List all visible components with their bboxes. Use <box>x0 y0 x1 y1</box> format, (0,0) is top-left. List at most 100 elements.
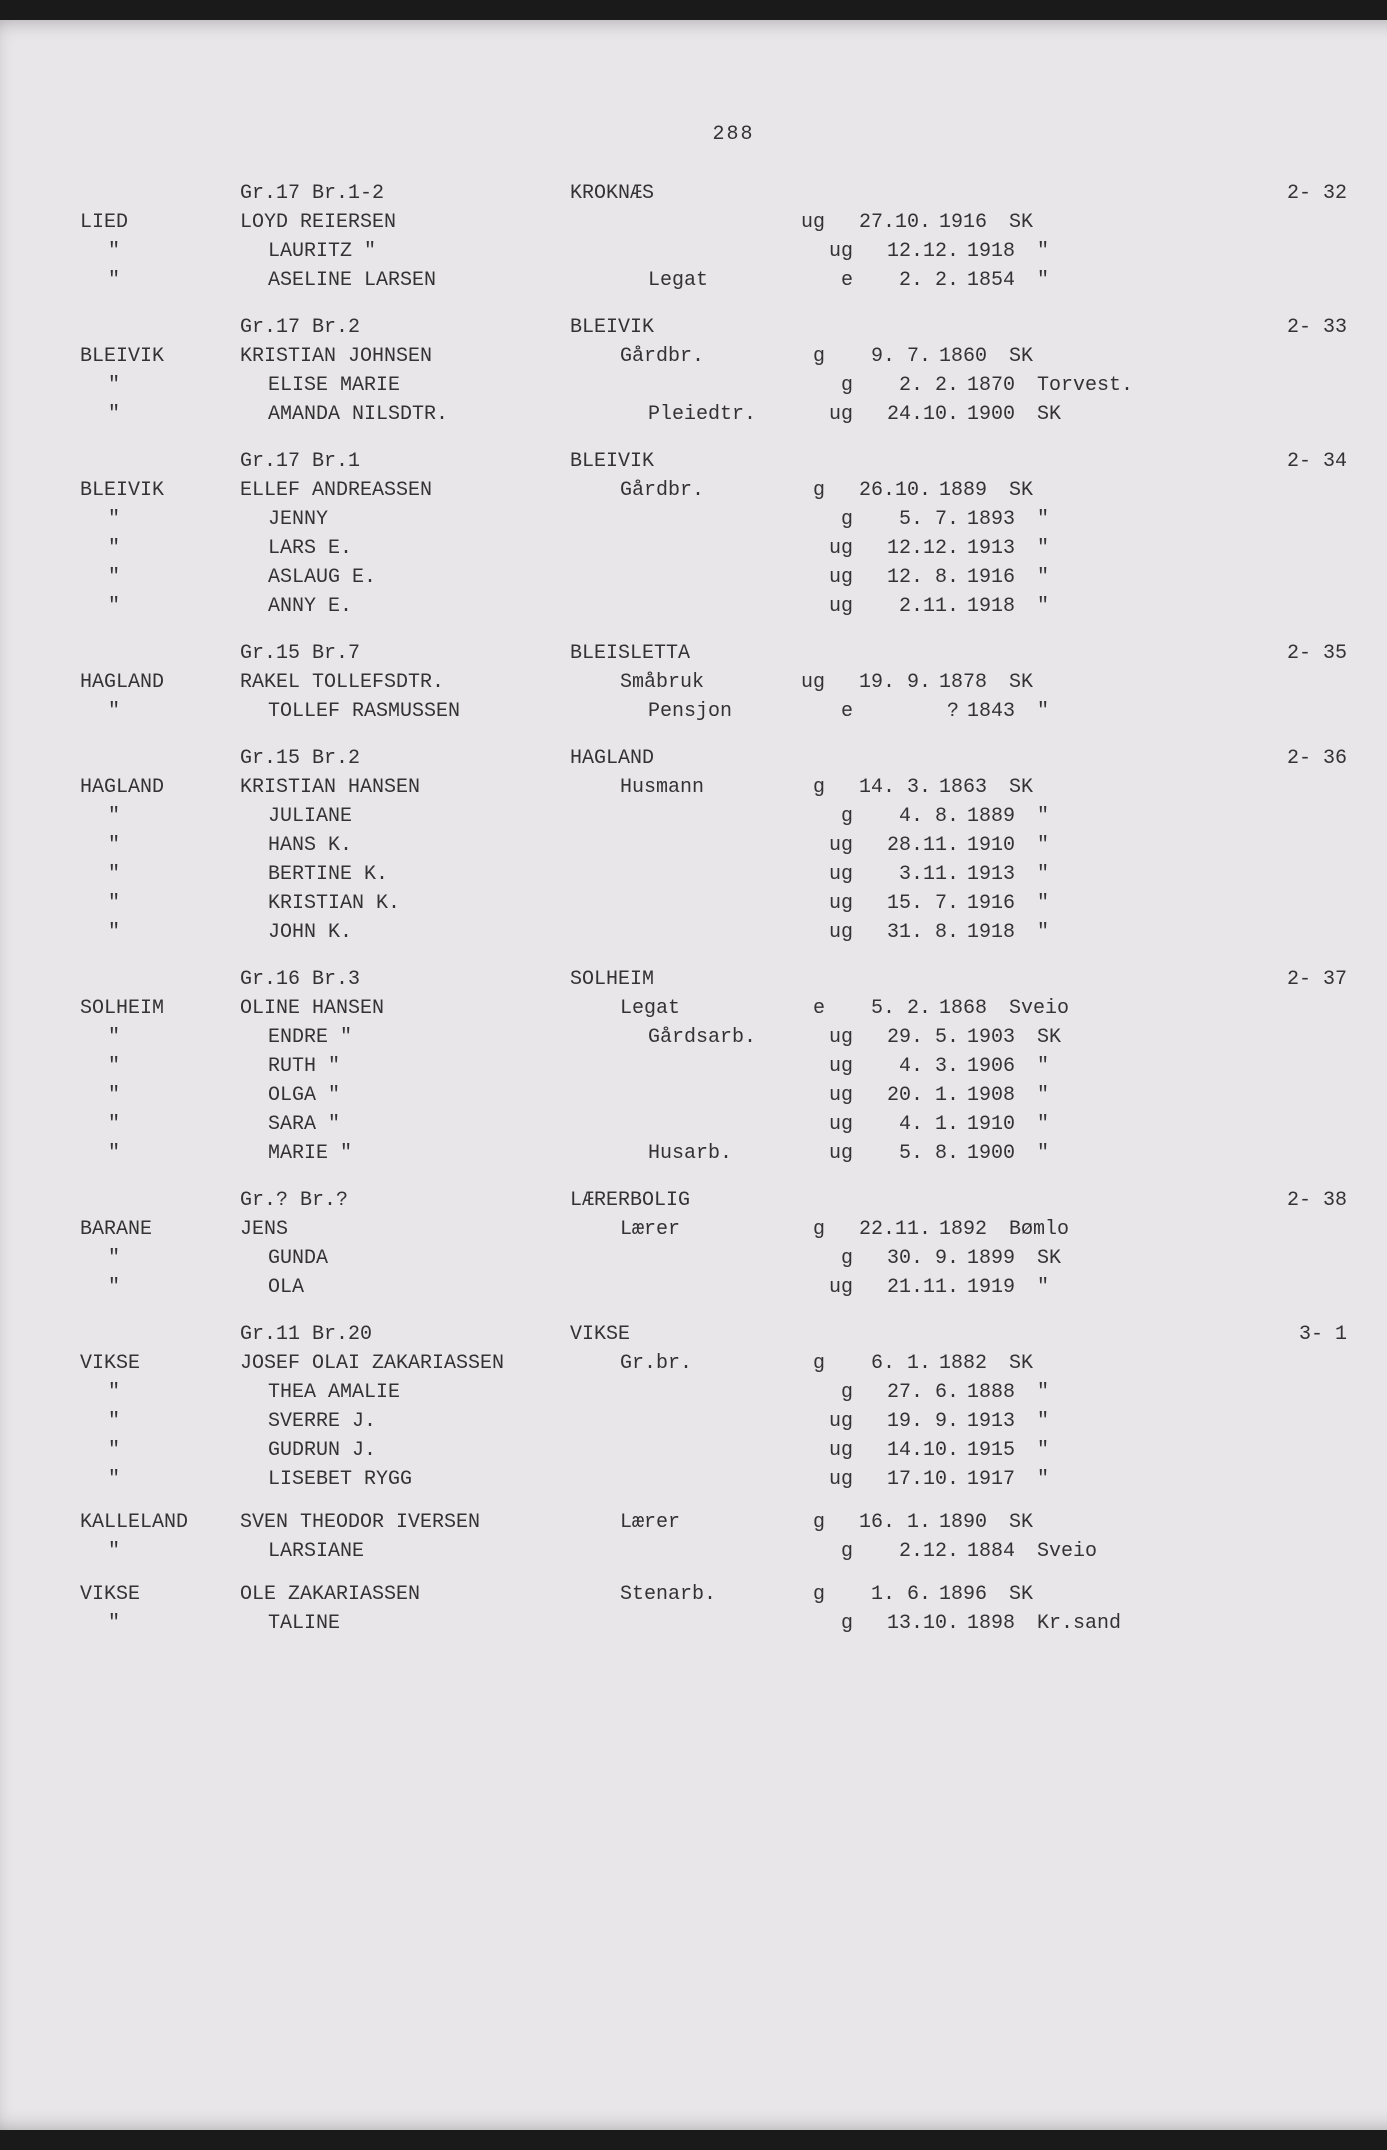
origin-place: SK <box>1009 342 1139 371</box>
person-name: SVEN THEODOR IVERSEN <box>240 1508 620 1537</box>
birth-year: 1918 <box>967 592 1037 621</box>
occupation: Lærer <box>620 1215 780 1244</box>
birth-year: 1870 <box>967 371 1037 400</box>
marital-status: ug <box>808 1052 859 1081</box>
origin-place: " <box>1037 1465 1167 1494</box>
origin-place: " <box>1037 1139 1167 1168</box>
birth-date: 12. 8. <box>859 563 967 592</box>
place-name: " <box>80 1139 268 1168</box>
origin-place: Sveio <box>1009 994 1139 1023</box>
person-name: LAURITZ " <box>268 237 648 266</box>
birth-date: 2.12. <box>859 1537 967 1566</box>
gr-br-ref: Gr.16 Br.3 <box>240 965 570 994</box>
person-name: LOYD REIERSEN <box>240 208 620 237</box>
place-name: " <box>80 860 268 889</box>
place-name: " <box>80 592 268 621</box>
person-name: JENS <box>240 1215 620 1244</box>
place-name: " <box>80 505 268 534</box>
gr-br-ref: Gr.15 Br.2 <box>240 744 570 773</box>
section-ref: 2- 32 <box>1287 179 1347 208</box>
person-name: GUDRUN J. <box>268 1436 648 1465</box>
origin-place: SK <box>1009 668 1139 697</box>
marital-status: ug <box>808 860 859 889</box>
person-name: LARS E. <box>268 534 648 563</box>
person-row: BLEIVIKKRISTIAN JOHNSENGårdbr.g9. 7.1860… <box>80 342 1387 371</box>
person-row: "GUNDAg30. 9.1899SK <box>80 1244 1387 1273</box>
birth-year: 1917 <box>967 1465 1037 1494</box>
place-name: " <box>80 534 268 563</box>
birth-date: 4. 8. <box>859 802 967 831</box>
location-name: HAGLAND <box>570 744 910 773</box>
place-name: " <box>80 1407 268 1436</box>
occupation <box>648 860 808 889</box>
occupation <box>648 1110 808 1139</box>
occupation: Gårdbr. <box>620 342 780 371</box>
place-name: BLEIVIK <box>80 342 240 371</box>
marital-status: ug <box>808 889 859 918</box>
person-row: "LARSIANEg2.12.1884Sveio <box>80 1537 1387 1566</box>
section-ref: 2- 35 <box>1287 639 1347 668</box>
page-number: 288 <box>80 120 1387 149</box>
birth-year: 1900 <box>967 400 1037 429</box>
marital-status: g <box>808 802 859 831</box>
birth-year: 1908 <box>967 1081 1037 1110</box>
occupation <box>648 1537 808 1566</box>
gr-br-ref: Gr.? Br.? <box>240 1186 570 1215</box>
occupation <box>648 1436 808 1465</box>
section-header: Gr.15 Br.2HAGLAND2- 36 <box>240 744 1387 773</box>
place-name: " <box>80 1465 268 1494</box>
occupation <box>648 1273 808 1302</box>
place-name: " <box>80 802 268 831</box>
birth-year: 1915 <box>967 1436 1037 1465</box>
place-name: " <box>80 1436 268 1465</box>
person-name: OLINE HANSEN <box>240 994 620 1023</box>
document-page: 288 Gr.17 Br.1-2KROKNÆS2- 32LIEDLOYD REI… <box>0 20 1387 2130</box>
occupation <box>648 563 808 592</box>
place-name: " <box>80 1244 268 1273</box>
occupation <box>648 1465 808 1494</box>
person-row: SOLHEIMOLINE HANSENLegate5. 2.1868Sveio <box>80 994 1387 1023</box>
person-name: ANNY E. <box>268 592 648 621</box>
birth-year: 1910 <box>967 1110 1037 1139</box>
person-name: KRISTIAN HANSEN <box>240 773 620 802</box>
place-name: " <box>80 1537 268 1566</box>
person-row: "JULIANEg4. 8.1889 " <box>80 802 1387 831</box>
person-name: KRISTIAN JOHNSEN <box>240 342 620 371</box>
person-row: "TALINEg13.10.1898Kr.sand <box>80 1609 1387 1638</box>
occupation <box>648 1081 808 1110</box>
birth-year: 1892 <box>939 1215 1009 1244</box>
birth-year: 1910 <box>967 831 1037 860</box>
person-row: "LARS E.ug12.12.1913 " <box>80 534 1387 563</box>
origin-place: SK <box>1037 1023 1167 1052</box>
section-ref: 3- 1 <box>1299 1320 1347 1349</box>
marital-status: ug <box>808 831 859 860</box>
origin-place: " <box>1037 592 1167 621</box>
birth-date: 30. 9. <box>859 1244 967 1273</box>
occupation <box>648 1244 808 1273</box>
person-row: HAGLANDRAKEL TOLLEFSDTR.Småbrukug19. 9.1… <box>80 668 1387 697</box>
place-name: " <box>80 1052 268 1081</box>
occupation <box>648 237 808 266</box>
marital-status: ug <box>808 1110 859 1139</box>
location-name: SOLHEIM <box>570 965 910 994</box>
marital-status: ug <box>808 1139 859 1168</box>
origin-place: Torvest. <box>1037 371 1167 400</box>
birth-date: 12.12. <box>859 534 967 563</box>
origin-place: " <box>1037 918 1167 947</box>
section-ref: 2- 33 <box>1287 313 1347 342</box>
place-name: " <box>80 697 268 726</box>
person-name: ELISE MARIE <box>268 371 648 400</box>
marital-status: g <box>780 342 831 371</box>
person-name: OLE ZAKARIASSEN <box>240 1580 620 1609</box>
origin-place: " <box>1037 1110 1167 1139</box>
occupation <box>648 802 808 831</box>
occupation: Stenarb. <box>620 1580 780 1609</box>
person-name: ENDRE " <box>268 1023 648 1052</box>
person-row: "OLGA "ug20. 1.1908 " <box>80 1081 1387 1110</box>
location-name: KROKNÆS <box>570 179 910 208</box>
birth-date: 4. 3. <box>859 1052 967 1081</box>
gr-br-ref: Gr.17 Br.1-2 <box>240 179 570 208</box>
birth-date: 2. 2. <box>859 371 967 400</box>
marital-status: g <box>808 1244 859 1273</box>
person-name: OLGA " <box>268 1081 648 1110</box>
